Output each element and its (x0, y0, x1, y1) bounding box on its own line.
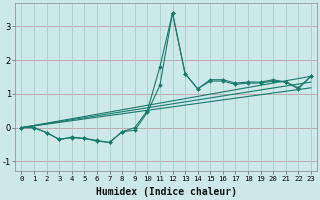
X-axis label: Humidex (Indice chaleur): Humidex (Indice chaleur) (96, 187, 237, 197)
